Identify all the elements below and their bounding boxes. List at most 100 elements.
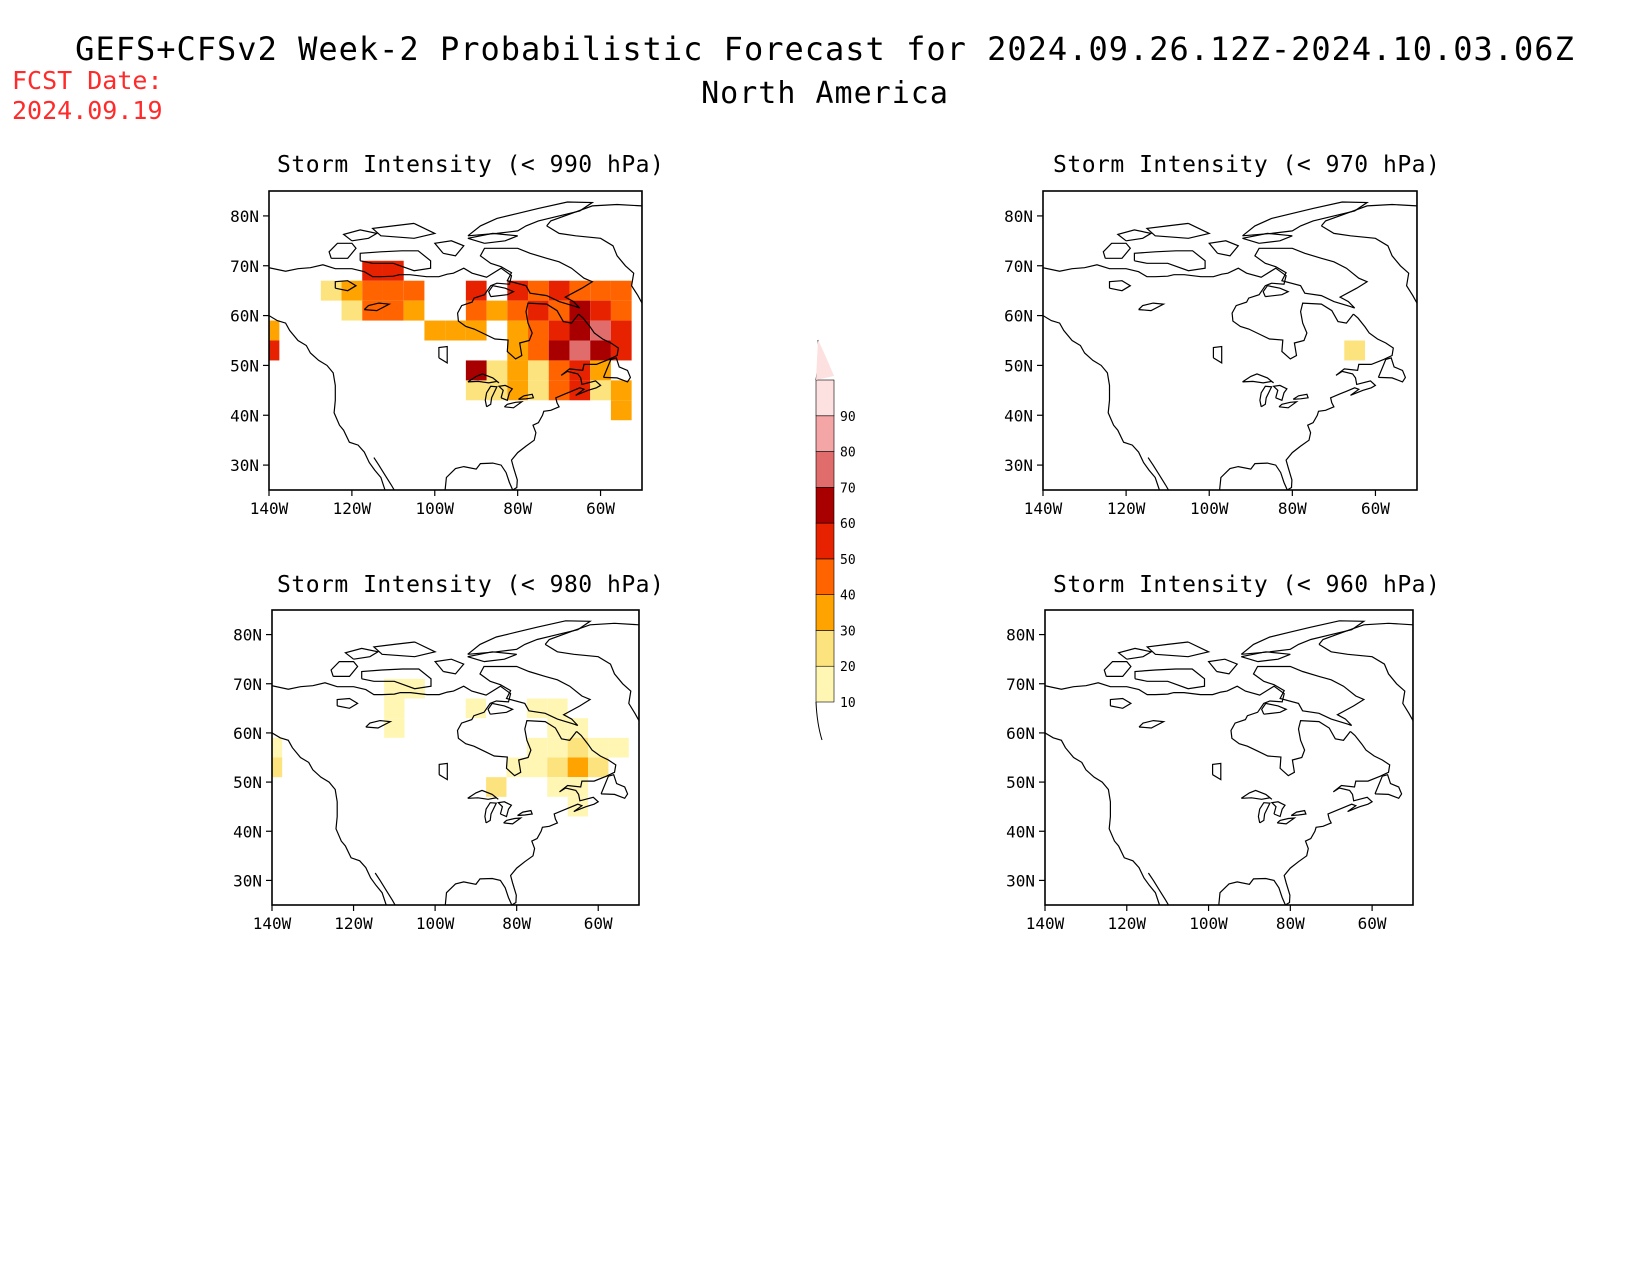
coastline [269,264,580,360]
coastline [344,647,380,660]
coastline [1290,809,1307,817]
probability-cell [547,777,568,797]
lon-tick-label: 60W [584,914,613,933]
coastline [272,732,387,905]
coastline [467,651,517,663]
panel-title-980: Storm Intensity (< 980 hPa) [277,572,665,598]
probability-cell [548,280,570,301]
colorbar-label: 90 [840,410,856,425]
colorbar-swatch [815,665,835,703]
coastline [1242,373,1274,384]
probability-cell [269,340,280,361]
probability-cell [528,380,549,401]
panel-title-970: Storm Intensity (< 970 hPa) [1053,152,1441,178]
probability-cell [590,300,611,321]
probability-cell [1344,340,1366,361]
probability-cell [403,280,425,301]
coastline [467,201,595,237]
probability-cell [548,340,570,361]
coastline [1292,393,1309,400]
lon-tick-label: 60W [1361,499,1390,518]
coastline [467,620,592,655]
coastline [1242,232,1293,244]
coastline [1320,203,1417,227]
lat-tick-label: 30N [1006,871,1035,890]
page-subtitle: North America [701,76,949,111]
lat-tick-label: 70N [230,257,259,276]
probability-cell [403,300,425,321]
coastline [497,384,514,402]
probability-cell [465,360,487,381]
probability-cell [547,718,568,738]
probability-cell [362,280,383,301]
coastline [365,719,393,729]
probability-cell [526,757,548,778]
coastline [1138,719,1166,729]
probability-cell [528,340,549,361]
map-content-p990 [269,191,642,490]
panel-title-990: Storm Intensity (< 990 hPa) [277,152,665,178]
probability-cell [465,380,487,401]
lat-tick-label: 60N [233,724,262,743]
probability-cell [507,300,529,321]
map-panel-p980: 80N 70N 60N 50N 40N 30N 140W 120W 100W 80W 60W [233,609,640,933]
coastline [1252,665,1366,727]
coastline [1145,222,1211,239]
lat-tick-label: 80N [233,626,262,645]
probability-cell [382,300,404,321]
coastline [1138,302,1166,312]
colorbar: 10 20 30 40 50 60 70 80 90 [815,339,856,741]
coastline [433,658,465,675]
colorbar-swatch [815,630,835,667]
probability-cell [424,320,446,341]
probability-cell [569,380,591,401]
map-panel-p960: 80N 70N 60N 50N 40N 30N 140W 120W 100W 80W 60W [1006,609,1414,933]
coastline [1278,401,1299,409]
lon-tick-label: 100W [416,914,455,933]
lon-tick-label: 80W [503,499,532,518]
coastline [497,801,513,818]
coastline [1321,191,1417,305]
probability-cell [588,757,609,778]
lat-tick-label: 30N [230,456,259,475]
coastline [373,457,395,490]
probability-cell [507,360,529,381]
lon-tick-label: 120W [333,499,372,518]
coastline [1043,264,1354,360]
lat-tick-label: 80N [1006,626,1035,645]
lon-tick-label: 80W [1276,914,1305,933]
lat-tick-label: 70N [1006,675,1035,694]
lon-tick-label: 100W [1189,914,1228,933]
probability-cell [567,718,589,738]
lat-tick-label: 60N [230,307,259,326]
probability-cell [548,300,570,321]
lon-tick-label: 100W [416,499,455,518]
coastline [488,285,515,298]
lat-tick-label: 40N [1004,406,1033,425]
colorbar-label: 80 [840,446,856,461]
coastline [1147,457,1170,490]
colorbar-swatch [815,522,835,560]
coastline [336,697,359,709]
probability-cell [569,280,591,301]
colorbar-label: 70 [840,481,856,496]
probability-cell [548,320,570,341]
coastline [1212,345,1223,364]
probability-cell [272,737,283,758]
probability-cell [384,718,405,738]
coastline [342,229,379,242]
probability-cell [569,340,591,361]
coastline [1272,384,1288,402]
coastline [1045,682,1351,777]
colorbar-swatch [815,594,835,631]
lat-tick-label: 50N [1004,356,1033,375]
map-panel-p990: 80N 70N 60N 50N 40N 30N 140W 120W 100W 80W 60W [230,190,643,518]
probability-cell [567,757,589,778]
coastline [1254,247,1369,309]
probability-cell [547,698,568,719]
lon-tick-label: 120W [1107,499,1146,518]
probability-cell [590,360,611,381]
probability-cell [610,320,632,341]
colorbar-label: 40 [840,589,856,604]
coastline [1374,773,1403,800]
